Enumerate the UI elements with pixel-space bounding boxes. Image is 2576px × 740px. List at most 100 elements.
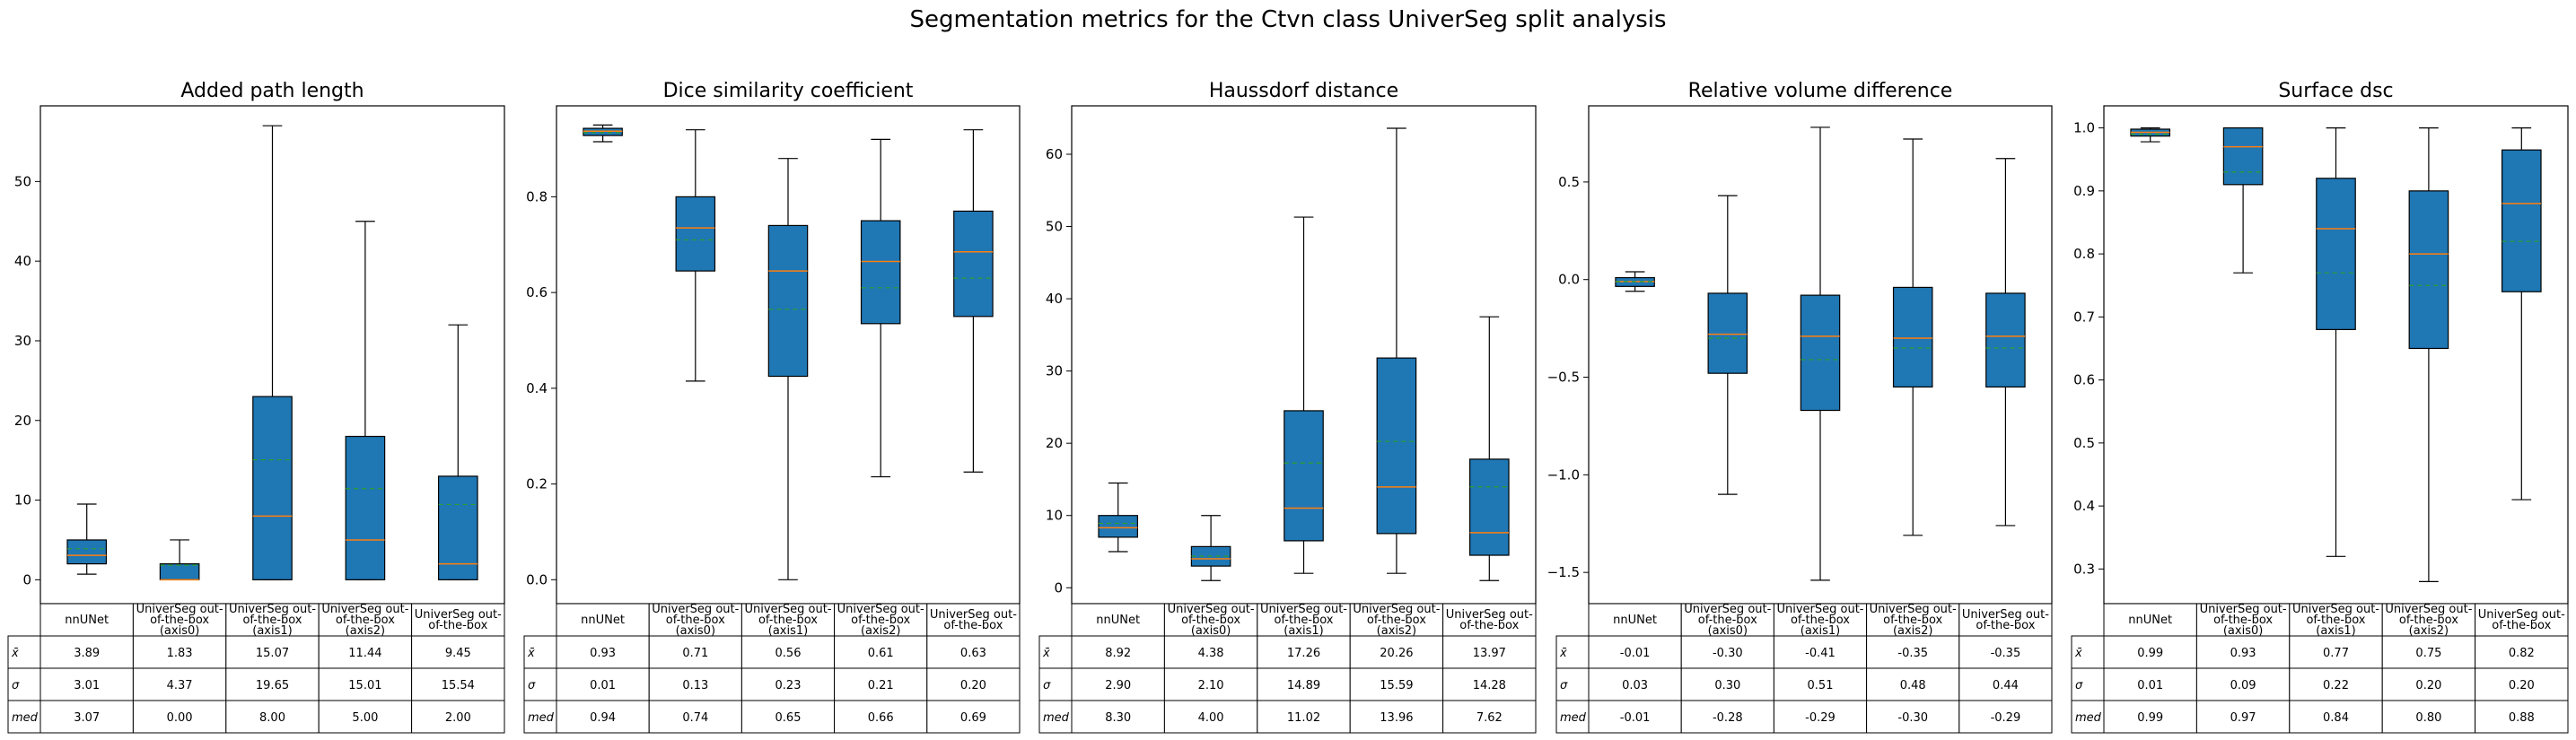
table-cell <box>411 635 505 669</box>
y-tick-label: 0 <box>1054 579 1063 596</box>
table-value: 0.99 <box>2137 711 2163 725</box>
box-3 <box>2316 126 2356 557</box>
iqr-box <box>252 396 293 580</box>
table-cell <box>318 635 413 669</box>
header-cell <box>225 603 320 637</box>
table-cell <box>648 667 742 701</box>
table-value: 20.26 <box>1380 647 1413 660</box>
category-label: UniverSeg out-of-the-box (axis2) <box>2385 603 2472 638</box>
y-tick-label: 0.7 <box>2073 309 2095 325</box>
category-label: UniverSeg out-of-the-box (axis1) <box>229 603 316 638</box>
table-cell <box>1071 700 1165 734</box>
y-tick-label: 30 <box>1046 363 1063 379</box>
box-5 <box>1468 316 1510 581</box>
table-cell <box>1588 635 1682 669</box>
iqr-box <box>345 435 386 580</box>
box-4 <box>2408 126 2449 583</box>
category-label: UniverSeg out-of-the-box (axis1) <box>744 603 831 638</box>
table-value: 4.00 <box>1198 711 1224 725</box>
header-cell <box>2475 603 2569 637</box>
row-label: σ <box>2075 679 2083 692</box>
figure-title: Segmentation metrics for the Ctvn class … <box>909 6 1666 33</box>
table-cell <box>1866 700 1960 734</box>
table-cell <box>926 667 1021 701</box>
category-label: UniverSeg out-of-the-box <box>1446 608 1533 632</box>
table-value: 11.02 <box>1287 711 1320 725</box>
table-cell <box>411 700 505 734</box>
table-value: -0.30 <box>1713 647 1743 660</box>
table-cell <box>1442 635 1537 669</box>
panels: Added path length 0 10 20 30 40 50 nnUNet Univer… <box>7 80 2569 734</box>
header-cell <box>2103 603 2197 637</box>
table-cell <box>740 700 836 734</box>
iqr-box <box>1707 292 1748 374</box>
table-value: 0.69 <box>960 711 986 725</box>
box-2 <box>2222 126 2264 274</box>
table-value: 15.54 <box>442 679 475 692</box>
y-tick-label: 0.8 <box>2073 246 2095 262</box>
header-cell <box>1257 603 1351 637</box>
y-tick-label: −1.5 <box>1547 564 1580 580</box>
iqr-box <box>1284 410 1324 542</box>
box-1 <box>583 124 623 143</box>
box-3 <box>1284 216 1324 574</box>
y-tick-label: 50 <box>14 173 31 189</box>
table-value: 8.30 <box>1105 711 1131 725</box>
panel-2: Dice similarity coefficient 0.0 0.2 0.4 0.6 0… <box>523 80 1021 734</box>
table-value: 0.03 <box>1622 679 1648 692</box>
header-cell <box>1588 603 1682 637</box>
table-value: -0.41 <box>1805 647 1836 660</box>
row-label: σ <box>1043 679 1051 692</box>
table-value: 2.90 <box>1105 679 1131 692</box>
table-value: 0.61 <box>868 647 894 660</box>
table-cell <box>2289 667 2383 701</box>
iqr-box <box>1800 294 1841 412</box>
panel-3: Haussdorf distance 0 10 20 30 40 50 60 nnUNet Uni… <box>1038 80 1537 734</box>
category-label: nnUNet <box>1613 614 1657 627</box>
table-value: -0.01 <box>1620 711 1651 725</box>
table-cell <box>740 635 836 669</box>
category-label: nnUNet <box>1096 614 1140 627</box>
table-cell <box>2381 635 2476 669</box>
table-cell <box>1071 635 1165 669</box>
row-label-cell <box>7 700 41 734</box>
y-tick-label: 0.0 <box>526 571 548 588</box>
table-cell <box>556 667 650 701</box>
table-value: 0.20 <box>2509 679 2535 692</box>
iqr-box <box>583 127 623 136</box>
table-cell <box>1163 700 1258 734</box>
iqr-box <box>2501 149 2542 292</box>
row-label-cell <box>2071 635 2105 669</box>
table-value: 0.97 <box>2230 711 2256 725</box>
iqr-box <box>159 562 200 580</box>
category-label: nnUNet <box>581 614 625 627</box>
row-label-cell <box>523 700 557 734</box>
box-5 <box>953 129 994 473</box>
panel-5: Surface dsc 0.3 0.4 0.5 0.6 0.7 0.8 0.9 1.0 nnUNe… <box>2071 80 2569 734</box>
y-tick-label: 0.8 <box>526 188 548 205</box>
row-label: x̄ <box>11 647 19 660</box>
category-label: UniverSeg out-of-the-box (axis2) <box>837 603 924 638</box>
table-value: 13.97 <box>1473 647 1506 660</box>
panel-4: Relative volume difference −1.5 −1.0 −0.5 0.… <box>1547 80 2053 734</box>
category-label: UniverSeg out-of-the-box (axis2) <box>1870 603 1957 638</box>
table-value: 0.22 <box>2323 679 2349 692</box>
y-tick-label: 0.3 <box>2073 561 2095 577</box>
y-tick-label: 0.9 <box>2073 183 2095 199</box>
table-value: 19.65 <box>256 679 289 692</box>
category-label: UniverSeg out-of-the-box (axis0) <box>2200 603 2287 638</box>
iqr-box <box>675 196 716 272</box>
row-label-cell <box>1038 635 1073 669</box>
table-cell <box>1773 667 1868 701</box>
table-cell <box>39 667 134 701</box>
y-tick-label: 0.4 <box>526 380 548 396</box>
table-cell <box>39 635 134 669</box>
header-cell <box>411 603 505 637</box>
table-value: 0.20 <box>960 679 986 692</box>
table-value: 17.26 <box>1287 647 1320 660</box>
header-cell <box>926 603 1021 637</box>
table-value: 0.44 <box>1993 679 2019 692</box>
